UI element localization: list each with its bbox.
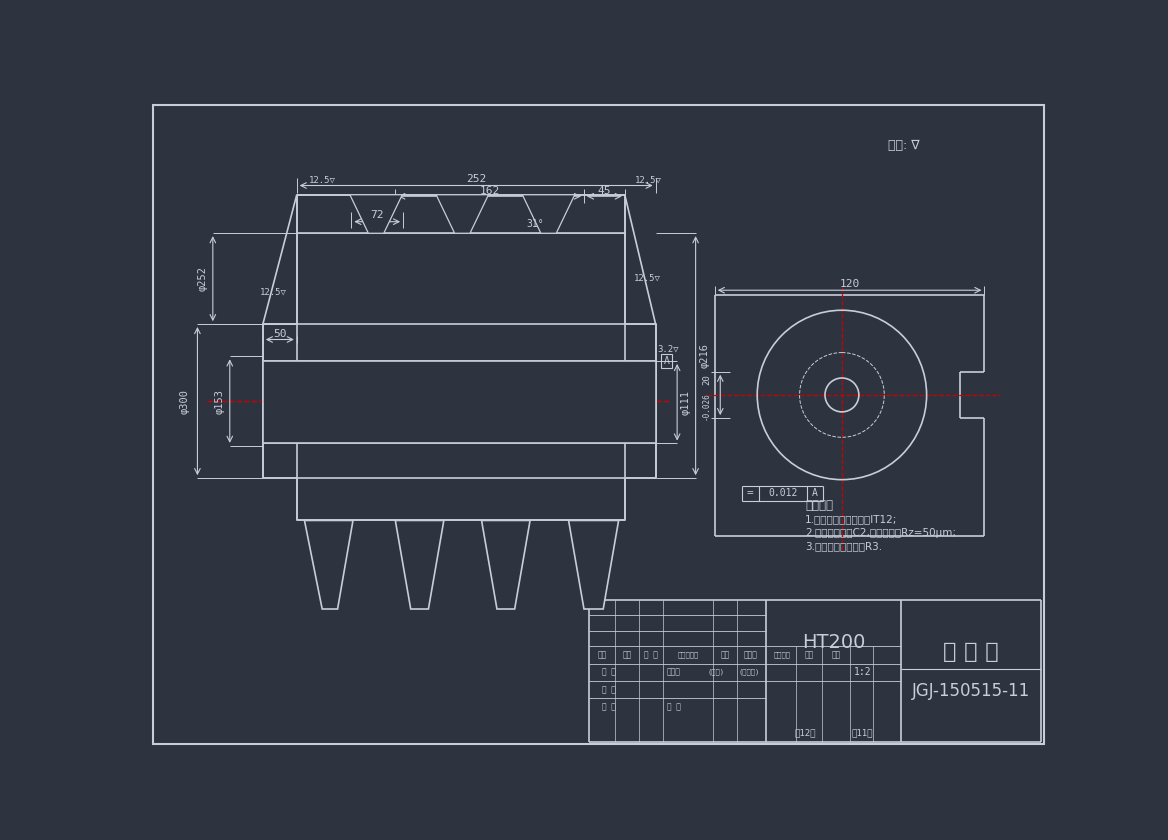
Text: 3.未注明圆角半径为R3.: 3.未注明圆角半径为R3.: [805, 542, 882, 552]
Bar: [263, 361, 655, 444]
Text: 12.5▽: 12.5▽: [634, 273, 661, 282]
Text: 更改文件号: 更改文件号: [677, 651, 698, 658]
Polygon shape: [297, 234, 625, 324]
Text: 50: 50: [273, 329, 286, 339]
Polygon shape: [436, 195, 488, 234]
Text: 技术要求: 技术要求: [805, 499, 833, 512]
Text: HT200: HT200: [802, 633, 865, 652]
Text: 重量: 重量: [805, 650, 813, 659]
Polygon shape: [305, 521, 353, 609]
Text: φ216: φ216: [700, 344, 710, 368]
Text: 年月日: 年月日: [744, 650, 758, 659]
Text: 12.5▽: 12.5▽: [260, 287, 287, 297]
Text: 2.未注明倒角为C2,表面粗糙度Rz=50μm;: 2.未注明倒角为C2,表面粗糙度Rz=50μm;: [805, 528, 955, 538]
Text: 162: 162: [480, 186, 500, 196]
Text: 252: 252: [466, 175, 486, 184]
Text: 1:2: 1:2: [854, 667, 871, 677]
Text: JGJ-150515-11: JGJ-150515-11: [912, 681, 1030, 700]
Text: φ111: φ111: [681, 390, 690, 415]
Polygon shape: [481, 521, 530, 609]
Text: 小 带 轮: 小 带 轮: [943, 642, 999, 662]
Text: φ153: φ153: [215, 389, 224, 413]
Text: 批 准: 批 准: [667, 702, 681, 711]
Text: 12.5▽: 12.5▽: [308, 176, 335, 185]
Text: 工 艺: 工 艺: [603, 702, 617, 711]
Text: 标准化: 标准化: [667, 668, 681, 677]
Text: 120: 120: [840, 279, 860, 289]
Text: A: A: [663, 356, 669, 366]
Text: 签名: 签名: [721, 650, 730, 659]
Text: (签名): (签名): [708, 669, 725, 675]
Text: (年月日): (年月日): [739, 669, 760, 675]
Text: -0.026: -0.026: [702, 392, 711, 420]
Polygon shape: [350, 195, 402, 234]
Text: 72: 72: [370, 210, 384, 220]
Text: =: =: [746, 489, 753, 498]
Text: φ252: φ252: [197, 266, 208, 291]
Text: 分 区: 分 区: [644, 650, 658, 659]
Polygon shape: [569, 521, 619, 609]
Text: 审 核: 审 核: [603, 685, 617, 695]
Text: 标记: 标记: [598, 650, 607, 659]
Polygon shape: [297, 478, 625, 521]
Polygon shape: [522, 195, 575, 234]
Text: 31°: 31°: [527, 219, 544, 229]
Text: 比例: 比例: [832, 650, 841, 659]
Text: 阶段标记: 阶段标记: [773, 651, 791, 658]
Text: 20: 20: [702, 374, 711, 385]
Polygon shape: [263, 324, 297, 478]
Polygon shape: [297, 195, 625, 234]
Text: 1.未注明尺寸公差处理IT12;: 1.未注明尺寸公差处理IT12;: [805, 514, 897, 524]
Text: 12.5▽: 12.5▽: [634, 176, 661, 185]
Polygon shape: [395, 521, 444, 609]
Text: 共12张: 共12张: [794, 728, 815, 738]
Text: 0.012: 0.012: [767, 489, 798, 498]
Text: 设 计: 设 计: [603, 668, 617, 677]
Text: A: A: [812, 489, 818, 498]
Text: 数量: 数量: [623, 650, 632, 659]
Text: 45: 45: [598, 186, 611, 196]
Text: 3.2▽: 3.2▽: [658, 344, 679, 354]
Text: φ300: φ300: [180, 389, 190, 413]
Polygon shape: [625, 324, 655, 478]
Text: 其余: ∇: 其余: ∇: [888, 139, 919, 152]
Text: 第11张: 第11张: [851, 728, 874, 738]
